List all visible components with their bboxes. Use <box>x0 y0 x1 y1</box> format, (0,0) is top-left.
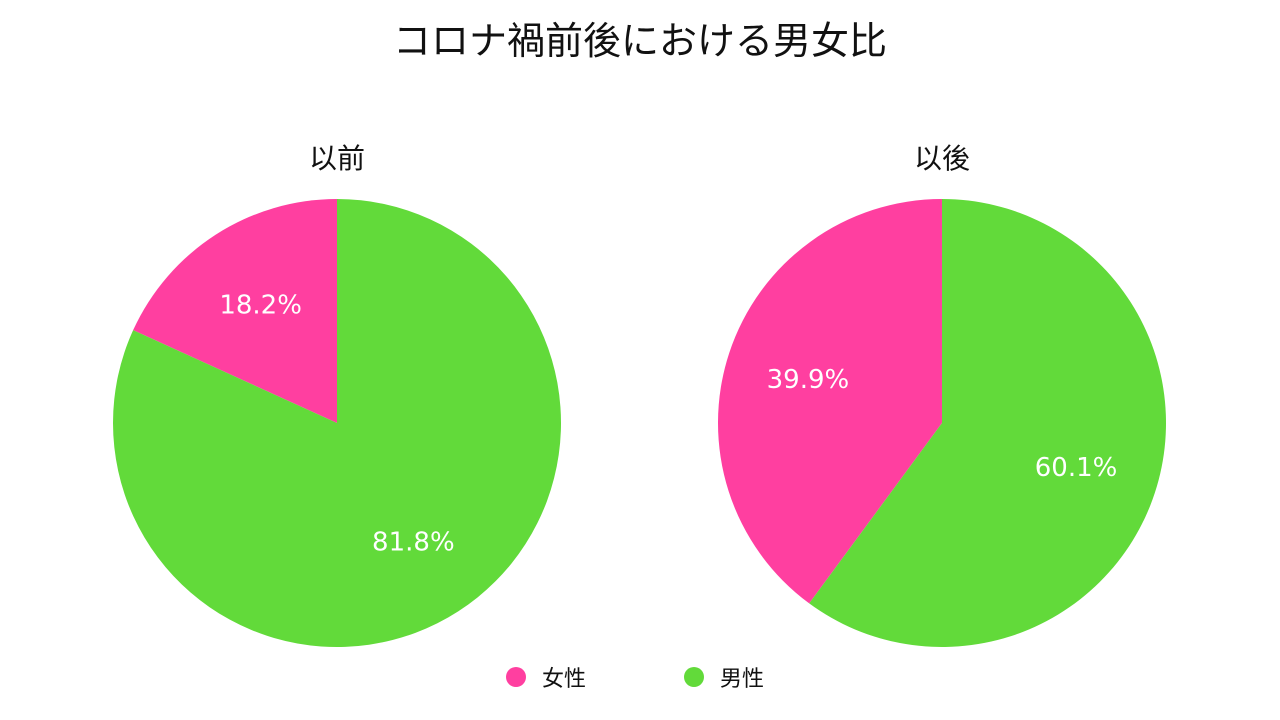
pie-chart-1: 以前 18.2% 81.8% <box>112 142 562 648</box>
pie-chart-1-slice-female[interactable] <box>133 199 337 423</box>
legend-male-marker <box>684 667 704 687</box>
legend-female-label: 女性 <box>542 667 587 692</box>
pie-chart-2-slice-female[interactable] <box>717 199 942 604</box>
pie-chart-1-label-male: 81.8% <box>372 528 455 558</box>
legend-female-marker <box>506 667 526 687</box>
legend-male-label: 男性 <box>720 667 765 692</box>
pie-chart-1-slice-male[interactable] <box>112 199 562 648</box>
pie-chart-2-label-female: 39.9% <box>767 365 850 395</box>
pie-chart-2: 以後 39.9% 60.1% <box>717 142 1166 647</box>
chart-title: コロナ禍前後における男女比 <box>392 19 887 63</box>
pie-chart-2-slice-male[interactable] <box>809 199 1166 647</box>
pie-chart-1-title: 以前 <box>309 142 365 175</box>
legend: 女性 男性 <box>0 662 1280 692</box>
pie-chart-2-label-male: 60.1% <box>1035 453 1118 483</box>
pie-chart-1-label-female: 18.2% <box>219 290 302 320</box>
pie-chart-2-title: 以後 <box>914 142 970 175</box>
legend-item-female[interactable]: 女性 <box>506 662 586 692</box>
legend-item-male[interactable]: 男性 <box>684 662 764 692</box>
